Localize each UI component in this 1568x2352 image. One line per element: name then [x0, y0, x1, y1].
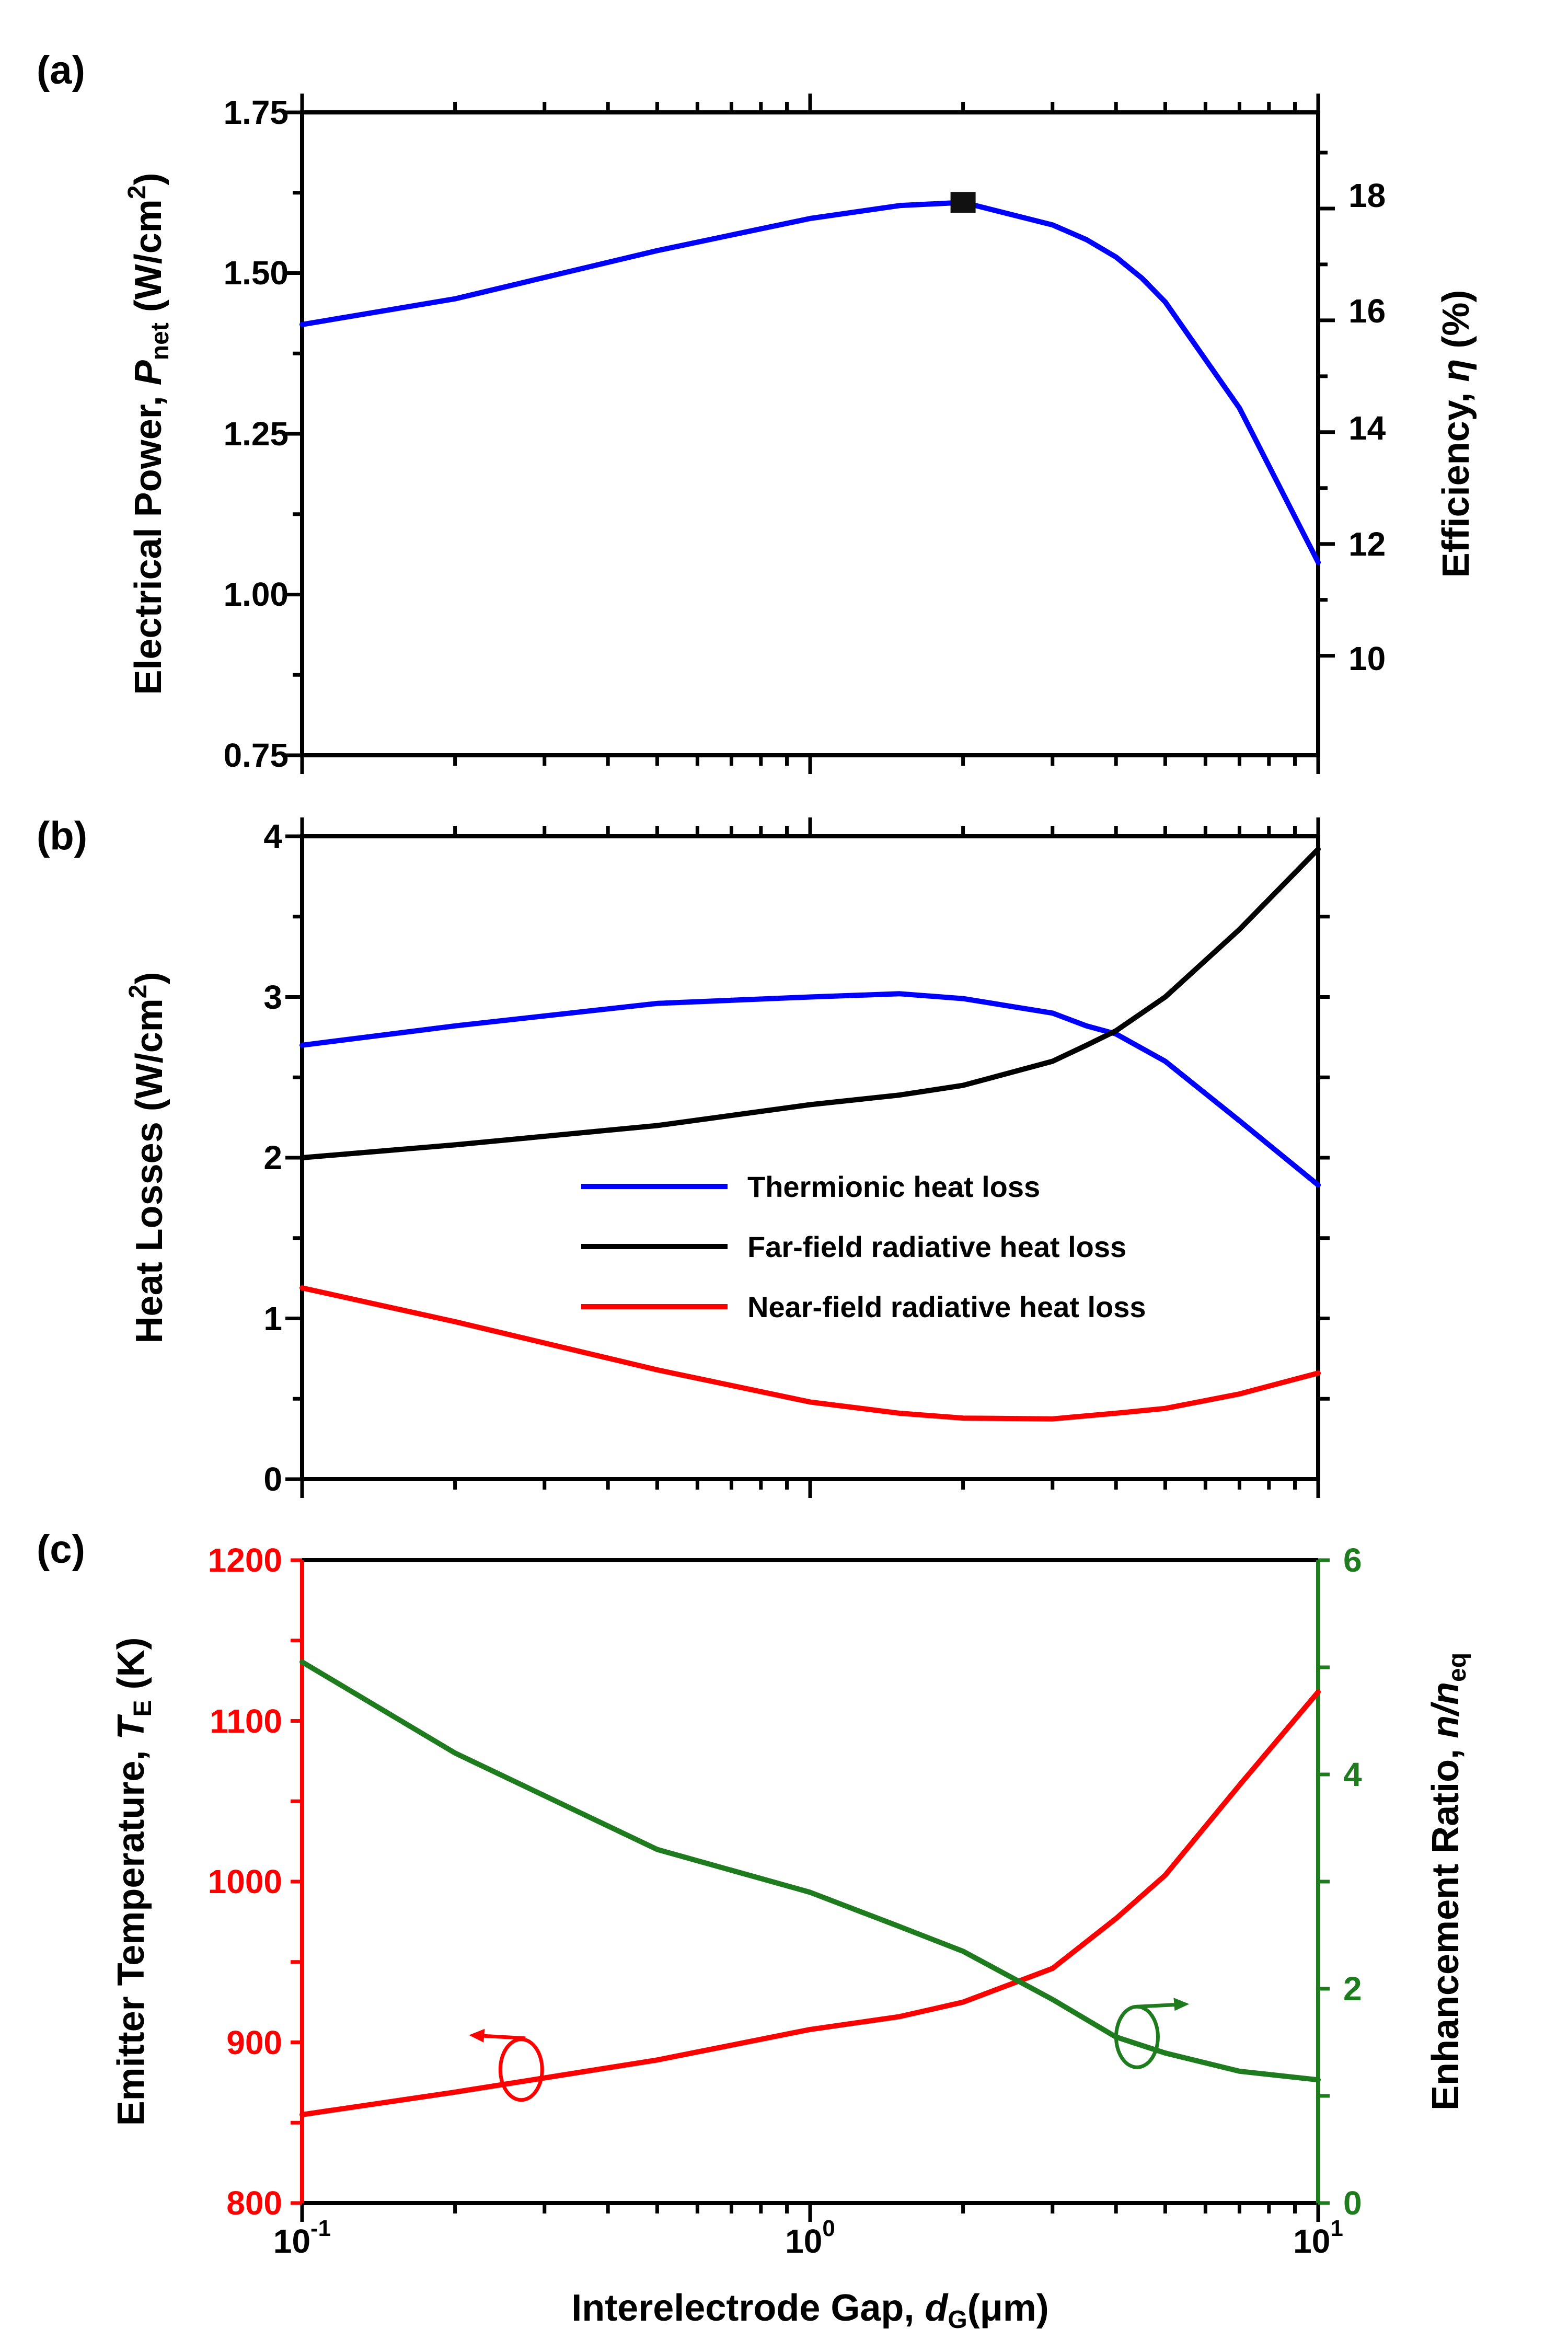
power-line [299, 200, 1321, 565]
panel-a-left-axis-title-end: ) [128, 172, 169, 185]
panel-b-tick-label: 0 [263, 1460, 282, 1498]
x-tick-label: 100 [785, 2216, 835, 2260]
panel-b-ticks [285, 817, 1330, 1498]
panel-c: (c) 800 900 1000 1100 1200 0 2 4 6 10-1 … [37, 1527, 1471, 2334]
panel-a-right-tick-labels: 10 12 14 16 18 [1348, 177, 1386, 677]
near-field-heat-loss-line [299, 1285, 1321, 1422]
x-axis-title-unit: (μm) [967, 2287, 1049, 2329]
panel-b-plot-area [299, 846, 1321, 1422]
panel-a-right-tick-label: 18 [1348, 177, 1386, 214]
panel-a-label: (a) [37, 48, 85, 93]
panel-a-left-tick-label: 1.50 [223, 254, 289, 292]
panel-a-left-axis-title-sub: net [146, 322, 174, 360]
legend-label-near-field: Near-field radiative heat loss [747, 1290, 1146, 1323]
panel-a-right-axis-title-unit: (%) [1435, 290, 1477, 359]
panel-c-left-tick-label: 800 [226, 2184, 282, 2222]
x-axis-title-sub: G [948, 2306, 967, 2334]
panel-a: (a) 0.75 1.00 1.25 1.50 1.75 10 12 14 16… [37, 48, 1477, 774]
panel-a-left-axis-title-text: Electrical Power, [128, 385, 169, 695]
panel-a-ticks [285, 94, 1335, 774]
panel-b-tick-label: 3 [263, 978, 282, 1016]
x-tick-exponent: 0 [822, 2216, 835, 2241]
panel-c-left-tick-labels: 800 900 1000 1100 1200 [208, 1541, 282, 2222]
panel-b-label: (b) [37, 814, 87, 858]
panel-b-axis-title-end: ) [129, 972, 170, 985]
legend-label-far-field: Far-field radiative heat loss [747, 1230, 1126, 1263]
temperature-axis-pointer-arrowhead [469, 2028, 485, 2043]
enhancement-axis-pointer-arrowhead [1173, 1998, 1190, 2011]
panel-c-left-tick-label: 1200 [208, 1541, 282, 1579]
emitter-temperature-line [299, 1689, 1321, 2117]
x-tick-base: 10 [1293, 2222, 1330, 2260]
panel-b-tick-label: 2 [263, 1139, 282, 1177]
panel-c-right-axis-title-text: Enhancement Ratio, [1425, 1738, 1467, 2111]
x-tick-base: 10 [273, 2222, 310, 2260]
panel-a-left-tick-label: 0.75 [223, 736, 289, 774]
legend: Thermionic heat loss Far-field radiative… [581, 1170, 1146, 1323]
panel-a-left-axis-title-unit: (W/cm [128, 199, 169, 322]
panel-a-right-axis-title-text: Efficiency, [1435, 382, 1477, 578]
panel-c-right-axis-title: Enhancement Ratio, n/neq [1425, 1653, 1471, 2111]
panel-a-right-tick-label: 10 [1348, 640, 1386, 677]
enhancement-axis-pointer-arrow [1137, 2002, 1179, 2009]
panel-c-right-tick-labels: 0 2 4 6 [1343, 1541, 1362, 2222]
panel-a-right-tick-label: 16 [1348, 292, 1386, 330]
x-axis-title-var: d [925, 2287, 949, 2329]
max-power-marker [950, 192, 976, 213]
panel-c-right-axis-title-sub: eq [1444, 1653, 1471, 1682]
panel-c-left-tick-label: 1100 [210, 1702, 282, 1740]
enhancement-ratio-line [299, 1659, 1321, 2083]
legend-label-thermionic: Thermionic heat loss [747, 1170, 1040, 1203]
x-tick-exponent: 1 [1330, 2216, 1343, 2241]
x-axis-title-text: Interelectrode Gap, [571, 2287, 925, 2329]
panel-b-axis-title-sup: 2 [124, 985, 152, 999]
x-tick-label: 10-1 [273, 2216, 331, 2260]
panel-c-right-tick-label: 2 [1343, 1970, 1362, 2008]
panel-c-label: (c) [37, 1527, 85, 1572]
panel-c-left-axis-title: Emitter Temperature, TE (K) [110, 1638, 157, 2126]
thermionic-heat-loss-line [299, 991, 1321, 1188]
temperature-axis-pointer-arrow [479, 2034, 526, 2040]
x-axis-title: Interelectrode Gap, dG(μm) [571, 2287, 1049, 2334]
panel-c-right-axis-title-var: n/n [1425, 1682, 1467, 1738]
panel-b-tick-labels: 0 1 2 3 4 [263, 817, 282, 1498]
panel-c-right-tick-label: 4 [1343, 1756, 1362, 1793]
panel-b-axis-title-text: Heat Losses (W/cm [129, 998, 170, 1343]
panel-a-left-axis-title: Electrical Power, Pnet (W/cm2) [123, 172, 174, 695]
panel-c-ticks [291, 1558, 1330, 2222]
panel-c-left-axis-title-var: T [110, 1714, 152, 1740]
panel-a-left-tick-label: 1.25 [223, 415, 289, 453]
panel-a-left-tick-labels: 0.75 1.00 1.25 1.50 1.75 [223, 94, 289, 774]
panel-c-right-tick-label: 0 [1343, 2184, 1362, 2222]
panel-a-right-axis-title-var: η [1435, 359, 1477, 382]
x-tick-label: 101 [1293, 2216, 1343, 2260]
panel-a-right-axis-title: Efficiency, η (%) [1435, 290, 1477, 578]
panel-c-x-tick-labels: 10-1 100 101 [273, 2216, 1343, 2260]
panel-a-left-tick-label: 1.00 [223, 575, 289, 613]
panel-c-right-tick-label: 6 [1343, 1541, 1362, 1579]
panel-b-tick-label: 1 [263, 1300, 282, 1338]
panel-c-left-axis-title-unit: (K) [110, 1638, 152, 1700]
panel-a-left-axis-title-sup: 2 [123, 185, 151, 199]
panel-a-left-tick-label: 1.75 [223, 94, 289, 131]
panel-a-left-axis-title-var: P [128, 360, 169, 385]
panel-c-plot-area [299, 1659, 1321, 2117]
panel-b-tick-label: 4 [263, 817, 282, 855]
panel-a-plot-area [299, 192, 1321, 565]
panel-b: (b) 0 1 2 3 4 Heat Losses (W/cm2) Thermi… [37, 814, 1330, 1498]
panel-a-right-tick-label: 12 [1348, 525, 1386, 563]
panel-b-axis-title: Heat Losses (W/cm2) [124, 972, 170, 1344]
panel-a-right-tick-label: 14 [1348, 409, 1386, 447]
x-tick-exponent: -1 [310, 2216, 331, 2241]
panel-c-left-axis-title-text: Emitter Temperature, [110, 1740, 152, 2126]
panel-c-left-axis-title-sub: E [129, 1700, 157, 1717]
panel-c-left-tick-label: 900 [226, 2024, 282, 2061]
far-field-heat-loss-line [299, 846, 1321, 1160]
x-tick-base: 10 [785, 2222, 822, 2260]
panel-c-left-tick-label: 1000 [208, 1863, 282, 1900]
